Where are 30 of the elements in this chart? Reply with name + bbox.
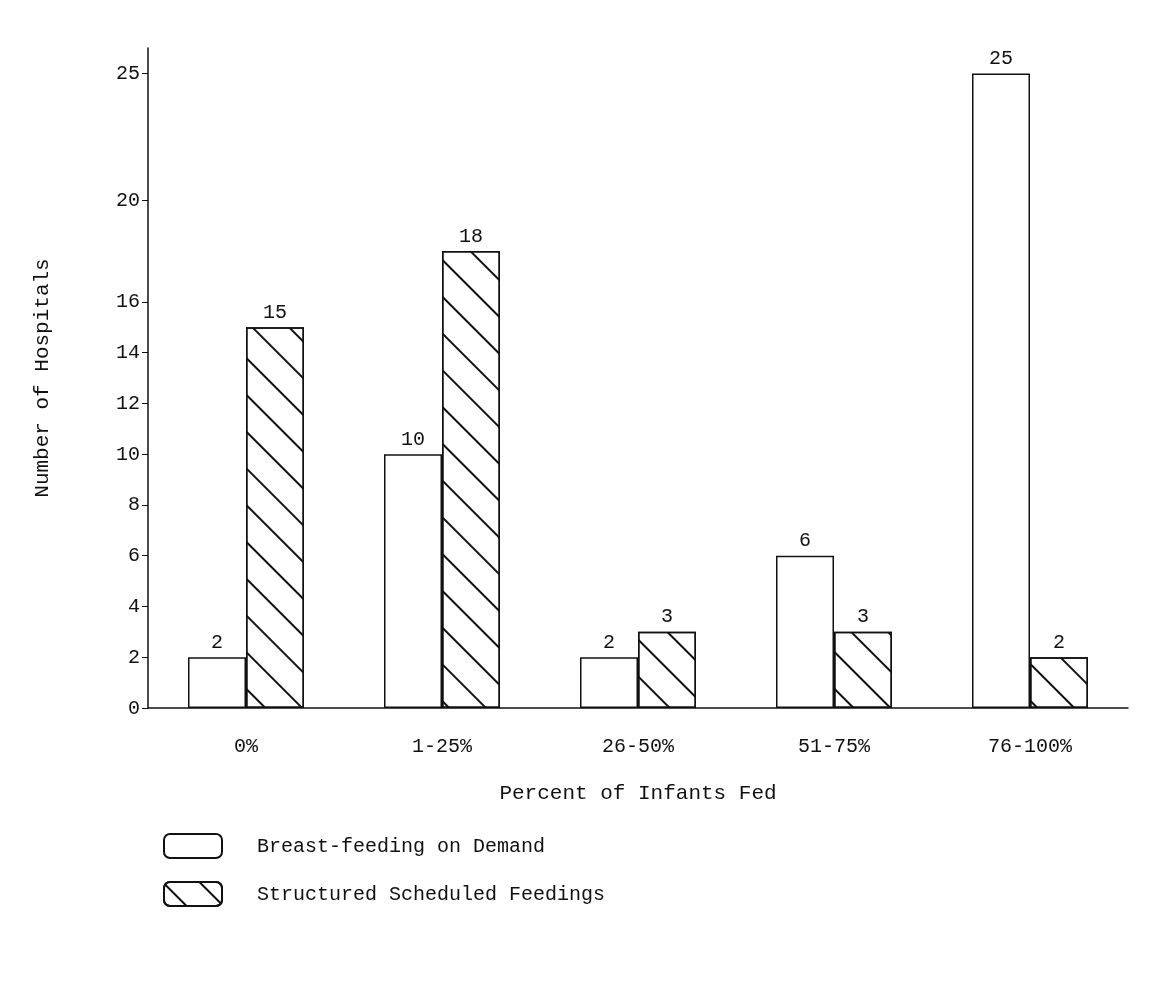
x-tick-label: 1-25% [411, 734, 473, 758]
data-label: 2 [602, 630, 616, 654]
data-label: 6 [798, 529, 812, 553]
legend-label: Breast-feeding on Demand [257, 834, 546, 858]
data-label: 25 [988, 46, 1014, 70]
data-label: 15 [262, 300, 288, 324]
y-tick-label: 25 [115, 61, 140, 85]
y-tick-label: 8 [127, 493, 140, 517]
data-label: 3 [856, 605, 870, 629]
data-label: 2 [210, 630, 224, 654]
y-tick-label: 0 [127, 696, 140, 720]
data-label: 3 [660, 605, 674, 629]
x-tick-label: 76-100% [987, 734, 1073, 758]
y-tick-label: 6 [127, 544, 140, 568]
data-label: 2 [1052, 630, 1066, 654]
y-tick-label: 14 [115, 341, 140, 365]
y-tick-label: 10 [115, 442, 140, 466]
x-tick-label: 0% [233, 734, 259, 758]
data-label: 10 [400, 427, 426, 451]
legend-label: Structured Scheduled Feedings [257, 882, 606, 906]
y-axis-title: Number of Hospitals [31, 258, 54, 498]
y-tick-label: 4 [127, 594, 140, 618]
x-tick-label: 26-50% [601, 734, 675, 758]
x-axis-title: Percent of Infants Fed [499, 782, 777, 805]
data-label: 18 [458, 224, 484, 248]
y-tick-label: 20 [115, 188, 140, 212]
y-tick-label: 12 [115, 391, 140, 415]
x-tick-label: 51-75% [797, 734, 871, 758]
y-tick-label: 2 [127, 645, 140, 669]
y-tick-label: 16 [115, 290, 140, 314]
